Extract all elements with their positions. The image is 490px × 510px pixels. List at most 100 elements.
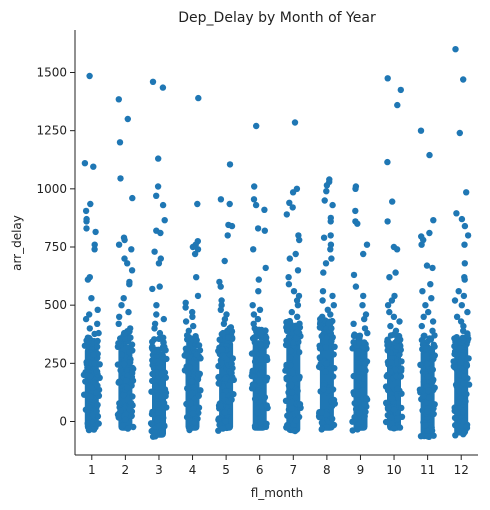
data-point: [318, 419, 326, 426]
outlier-point: [160, 339, 167, 346]
outlier-point: [120, 295, 127, 302]
data-point: [126, 405, 134, 413]
outlier-point: [286, 199, 293, 206]
outlier-point: [182, 299, 189, 306]
data-point: [416, 386, 424, 393]
outlier-point: [352, 283, 360, 290]
outlier-point: [285, 281, 293, 288]
outlier-point: [429, 264, 436, 272]
outlier-point: [226, 161, 234, 168]
x-tick-label: 11: [420, 463, 435, 477]
outlier-point: [359, 302, 366, 309]
outlier-point: [419, 288, 426, 295]
x-tick-label: 1: [88, 463, 96, 477]
data-point: [85, 403, 92, 410]
data-point: [451, 350, 458, 358]
outlier-point: [255, 276, 262, 283]
outlier-point: [392, 269, 399, 276]
data-point: [394, 415, 401, 422]
data-point: [420, 392, 427, 400]
data-point: [453, 334, 460, 341]
data-point: [316, 413, 323, 421]
outlier-point: [159, 201, 167, 209]
outlier-point: [360, 292, 367, 300]
data-point: [349, 427, 356, 434]
outlier-point: [464, 232, 472, 239]
outlier-point: [91, 246, 98, 253]
data-point: [225, 382, 233, 389]
outlier-point: [86, 72, 93, 80]
data-point: [93, 407, 100, 415]
data-point: [387, 368, 394, 375]
outlier-point: [328, 255, 335, 262]
data-point: [156, 422, 163, 429]
data-point: [322, 344, 329, 351]
outlier-point: [194, 200, 201, 208]
data-point: [230, 376, 237, 384]
data-point: [160, 399, 168, 407]
outlier-point: [386, 274, 393, 281]
data-point: [349, 418, 356, 425]
outlier-point: [384, 218, 391, 225]
outlier-point: [356, 334, 363, 341]
data-point: [354, 426, 361, 433]
data-point: [154, 416, 161, 424]
data-point: [219, 425, 227, 432]
outlier-point: [320, 234, 328, 241]
outlier-point: [253, 122, 260, 130]
outlier-point: [160, 334, 167, 341]
data-point: [430, 410, 437, 418]
data-point: [127, 399, 135, 407]
outlier-point: [460, 76, 467, 83]
outlier-point: [422, 302, 429, 309]
data-point: [465, 381, 473, 388]
data-point: [390, 425, 398, 432]
outlier-point: [460, 322, 467, 330]
data-point: [331, 365, 338, 372]
outlier-point: [294, 302, 302, 309]
outlier-point: [87, 200, 94, 208]
data-point: [361, 400, 368, 408]
outlier-point: [460, 327, 467, 334]
data-point: [463, 355, 471, 362]
data-point: [460, 380, 467, 387]
outlier-point: [456, 129, 463, 137]
data-point: [149, 338, 156, 345]
data-point: [426, 335, 433, 342]
outlier-point: [283, 327, 291, 334]
outlier-point: [125, 308, 132, 316]
data-point: [318, 409, 325, 416]
outlier-point: [225, 334, 232, 341]
outlier-point: [182, 318, 190, 325]
outlier-point: [296, 236, 303, 244]
outlier-point: [126, 281, 133, 288]
data-point: [463, 362, 471, 369]
data-point: [94, 401, 101, 409]
outlier-point: [361, 339, 368, 346]
outlier-point: [219, 329, 227, 337]
data-point: [263, 354, 270, 361]
data-point: [117, 407, 124, 414]
data-point: [451, 414, 459, 422]
outlier-point: [329, 201, 336, 209]
outlier-point: [255, 288, 262, 295]
outlier-point: [289, 189, 297, 196]
data-point: [187, 391, 194, 399]
outlier-point: [153, 311, 160, 318]
outlier-point: [327, 246, 334, 253]
outlier-point: [291, 119, 299, 126]
outlier-point: [317, 315, 324, 323]
data-point: [459, 408, 466, 416]
data-point: [390, 406, 398, 413]
outlier-point: [364, 329, 371, 337]
data-point: [159, 430, 166, 437]
outlier-point: [82, 207, 90, 215]
data-point: [128, 341, 136, 348]
outlier-point: [226, 325, 233, 332]
data-point: [396, 351, 403, 358]
outlier-point: [329, 292, 336, 300]
outlier-point: [191, 250, 199, 258]
data-point: [286, 354, 294, 361]
outlier-point: [92, 228, 99, 236]
data-point: [287, 347, 295, 355]
